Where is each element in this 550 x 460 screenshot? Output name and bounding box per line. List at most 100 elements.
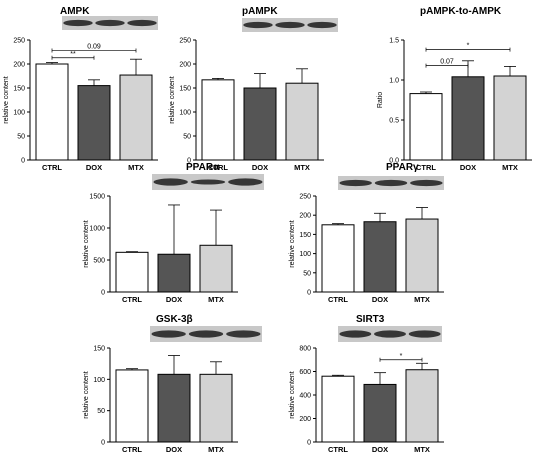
bar-dox (363, 383, 397, 443)
bar-dox (451, 76, 485, 161)
y-tick-label: 200 (179, 62, 191, 69)
significance-label: * (400, 353, 403, 360)
bar-mtx (285, 82, 319, 161)
bar-ctrl (409, 93, 443, 161)
blot-band (151, 330, 186, 338)
x-tick-label: MTX (414, 445, 430, 454)
y-tick-label: 0 (21, 158, 25, 165)
bar-mtx (119, 74, 153, 161)
bar-dox (77, 85, 111, 161)
bar-ctrl (35, 63, 69, 161)
y-tick-label: 100 (179, 110, 191, 117)
bar-mtx (405, 218, 439, 293)
panel-ppar-: PPARγ 0 50 100 150 200 250 relative content CTRL… (289, 162, 444, 304)
bar-ctrl (201, 79, 235, 161)
x-tick-label: DOX (460, 163, 476, 172)
bar-ctrl (115, 369, 149, 443)
x-tick-label: CTRL (328, 295, 348, 304)
blot-band (275, 21, 305, 29)
x-tick-label: CTRL (42, 163, 62, 172)
x-tick-label: MTX (294, 163, 310, 172)
y-tick-label: 500 (93, 258, 105, 265)
y-tick-label: 0 (187, 158, 191, 165)
chart-title: pAMPK-to-AMPK (420, 6, 502, 17)
y-tick-label: 800 (299, 346, 311, 353)
bar-mtx (493, 75, 527, 161)
chart-title: GSK-3β (156, 314, 193, 325)
blot-band (339, 330, 372, 338)
x-tick-label: MTX (128, 163, 144, 172)
y-axis-label: relative content (83, 371, 90, 419)
blot-band (374, 179, 408, 187)
significance-label: ** (70, 51, 76, 58)
x-tick-label: DOX (372, 295, 388, 304)
blot-band (63, 19, 93, 27)
blot-band (243, 21, 273, 29)
y-tick-label: 1000 (89, 226, 105, 233)
significance-label: 0.09 (87, 44, 101, 51)
panel-sirt3: SIRT3 0 200 400 600 800 relative content CTRL DO… (289, 314, 444, 454)
y-tick-label: 400 (299, 393, 311, 400)
x-tick-label: DOX (166, 445, 182, 454)
blot-band (127, 19, 157, 27)
blot-band (307, 21, 337, 29)
x-tick-label: DOX (166, 295, 182, 304)
bar-dox (157, 373, 191, 443)
significance-label: 0.07 (440, 59, 454, 66)
y-tick-label: 100 (299, 251, 311, 258)
y-tick-label: 1.0 (389, 78, 399, 85)
y-tick-label: 0 (307, 440, 311, 447)
y-tick-label: 50 (183, 134, 191, 141)
x-tick-label: CTRL (328, 445, 348, 454)
y-tick-label: 250 (13, 38, 25, 45)
blot-band (153, 178, 188, 186)
chart-title: pAMPK (242, 6, 278, 17)
x-tick-label: MTX (414, 295, 430, 304)
y-tick-label: 50 (17, 134, 25, 141)
bar-mtx (405, 369, 439, 443)
panel-ampk: AMPK 0 50 100 150 200 250 relative content CTRL D… (3, 6, 158, 172)
y-tick-label: 200 (299, 213, 311, 220)
y-tick-label: 0.5 (389, 118, 399, 125)
y-tick-label: 150 (299, 232, 311, 239)
x-tick-label: CTRL (416, 163, 436, 172)
blot-band (95, 19, 125, 27)
blot-band (410, 179, 443, 187)
panel-ppar-: PPARα 0 500 1000 1500 relative content CTRL DOX… (83, 162, 264, 304)
panel-pampk: pAMPK 0 50 100 150 200 250 relative content CTRL… (169, 6, 338, 172)
y-tick-label: 250 (179, 38, 191, 45)
x-tick-label: DOX (372, 445, 388, 454)
chart-title: AMPK (60, 6, 90, 17)
chart-title: PPARγ (386, 162, 419, 173)
y-tick-label: 600 (299, 369, 311, 376)
y-axis-label: relative content (289, 371, 296, 419)
y-tick-label: 0 (307, 290, 311, 297)
bar-dox (157, 253, 191, 293)
y-tick-label: 50 (303, 270, 311, 277)
x-tick-label: CTRL (122, 295, 142, 304)
blot-band (226, 330, 261, 338)
y-axis-label: relative content (169, 76, 176, 124)
y-axis-label: relative content (83, 220, 90, 268)
blot-band (339, 179, 372, 187)
chart-title: PPARα (186, 162, 220, 173)
bar-ctrl (321, 224, 355, 293)
blot-band (374, 330, 406, 338)
y-tick-label: 150 (93, 346, 105, 353)
bar-mtx (199, 244, 233, 293)
bar-ctrl (321, 375, 355, 443)
y-tick-label: 1500 (89, 194, 105, 201)
y-tick-label: 0 (101, 440, 105, 447)
blot-band (188, 330, 224, 338)
blot-band (228, 178, 263, 186)
significance-label: * (467, 43, 470, 50)
x-tick-label: MTX (502, 163, 518, 172)
y-tick-label: 150 (13, 86, 25, 93)
x-tick-label: CTRL (208, 163, 228, 172)
y-tick-label: 1.5 (389, 38, 399, 45)
y-tick-label: 200 (13, 62, 25, 69)
chart-title: SIRT3 (356, 314, 385, 325)
y-tick-label: 250 (299, 194, 311, 201)
y-tick-label: 200 (299, 416, 311, 423)
bar-dox (363, 221, 397, 293)
